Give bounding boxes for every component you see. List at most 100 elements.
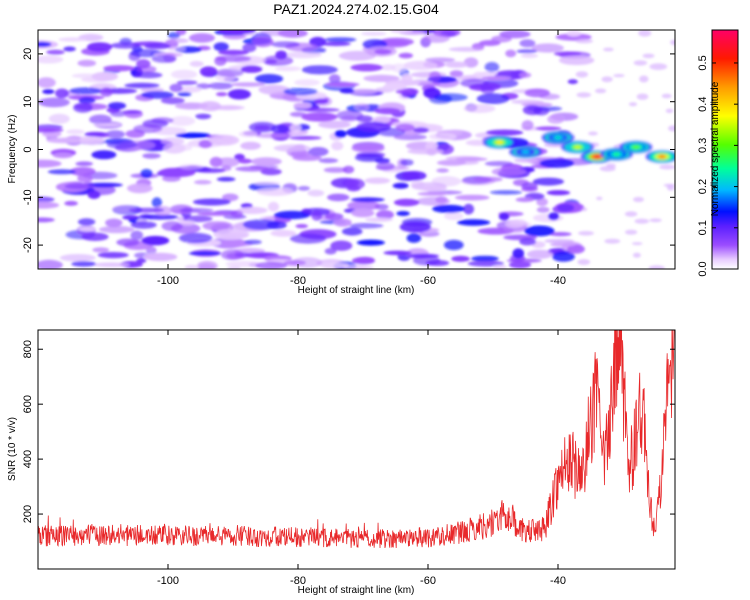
noise-cell (188, 251, 221, 256)
noise-cell (390, 30, 414, 34)
noise-cell (354, 103, 369, 111)
noise-cell (413, 127, 429, 133)
noise-cell (588, 131, 598, 136)
signal-blob (632, 145, 640, 150)
noise-cell (443, 239, 464, 251)
noise-cell (376, 210, 394, 220)
noise-cell (199, 66, 218, 77)
noise-cell (526, 249, 554, 259)
snr-axes: -100 -80 -60 -40 200 400 600 800 (22, 330, 675, 587)
noise-cell (195, 113, 212, 120)
noise-cell (363, 74, 400, 82)
noise-cell (215, 68, 244, 78)
noise-cell (351, 208, 375, 218)
snr-series-line (38, 330, 675, 549)
noise-cell (416, 197, 451, 206)
noise-cell (339, 88, 355, 94)
noise-cell (284, 51, 322, 59)
y-tick-label: 600 (22, 395, 34, 413)
noise-cell (421, 185, 448, 192)
signal-blob (593, 154, 601, 159)
noise-cell (141, 91, 174, 99)
noise-cell (86, 42, 113, 52)
spectrogram-axes: -100 -80 -60 -40 20 10 0 -10 -20 (22, 30, 675, 287)
noise-cell (318, 158, 339, 164)
noise-cell (189, 60, 204, 67)
noise-cell (38, 41, 52, 47)
noise-cell (521, 120, 534, 131)
noise-cell (71, 261, 96, 267)
noise-cell (213, 42, 229, 52)
noise-cell (318, 120, 351, 129)
noise-cell (356, 239, 385, 246)
noise-cell (323, 167, 348, 173)
y-tick-label: 400 (22, 450, 34, 468)
noise-cell (127, 183, 153, 194)
noise-cell (244, 239, 262, 245)
noise-cell (91, 150, 117, 160)
noise-cell (169, 83, 183, 93)
noise-cell (401, 170, 427, 181)
noise-cell (283, 260, 306, 266)
noise-cell (84, 131, 107, 137)
noise-cell (639, 75, 649, 83)
noise-cell (176, 80, 198, 86)
noise-cell (454, 194, 490, 201)
noise-cell (519, 72, 532, 78)
noise-cell (294, 79, 320, 86)
noise-cell (578, 231, 594, 236)
noise-cell (196, 83, 211, 89)
noise-cell (38, 128, 64, 133)
x-tick-label: -60 (420, 275, 436, 287)
noise-cell (521, 182, 538, 190)
noise-cell (202, 221, 233, 231)
noise-cell (638, 30, 652, 37)
noise-cell (167, 32, 180, 39)
noise-cell (311, 210, 323, 221)
noise-cell (355, 256, 375, 264)
noise-cell (55, 88, 69, 99)
noise-cell (648, 265, 665, 269)
noise-cell (519, 238, 537, 246)
noise-cell (659, 164, 675, 170)
noise-cell (455, 157, 488, 162)
noise-cell (263, 59, 277, 64)
noise-cell (492, 264, 507, 269)
noise-cell (230, 210, 244, 218)
noise-cell (546, 190, 571, 196)
noise-cell (463, 104, 496, 113)
noise-cell (240, 141, 261, 150)
noise-cell (293, 102, 312, 109)
noise-cell (308, 147, 329, 157)
noise-cell (327, 82, 360, 87)
signal-blob (521, 149, 530, 154)
noise-cell (603, 47, 614, 52)
noise-cell (140, 214, 179, 220)
noise-cell (136, 258, 147, 264)
noise-cell (374, 49, 392, 55)
noise-cell (78, 226, 97, 232)
noise-cell (168, 46, 186, 52)
noise-cell (208, 82, 234, 90)
noise-cell (99, 87, 113, 97)
noise-cell (407, 148, 444, 155)
noise-cell (512, 248, 525, 259)
noise-cell (38, 196, 55, 203)
spectrogram-x-label: Height of straight line (km) (298, 285, 415, 296)
noise-cell (301, 112, 338, 122)
noise-cell (519, 39, 536, 48)
noise-cell (374, 107, 401, 115)
x-tick-label: -60 (420, 575, 436, 587)
noise-cell (192, 198, 231, 206)
noise-cell (92, 247, 110, 253)
noise-cell (124, 82, 160, 89)
noise-cell (209, 156, 223, 168)
noise-cell (436, 168, 449, 173)
noise-cell (547, 114, 565, 124)
noise-cell (594, 88, 607, 94)
noise-cell (42, 89, 55, 95)
noise-cell (142, 153, 161, 159)
noise-cell (38, 97, 70, 108)
noise-cell (516, 49, 538, 54)
noise-cell (73, 102, 93, 113)
